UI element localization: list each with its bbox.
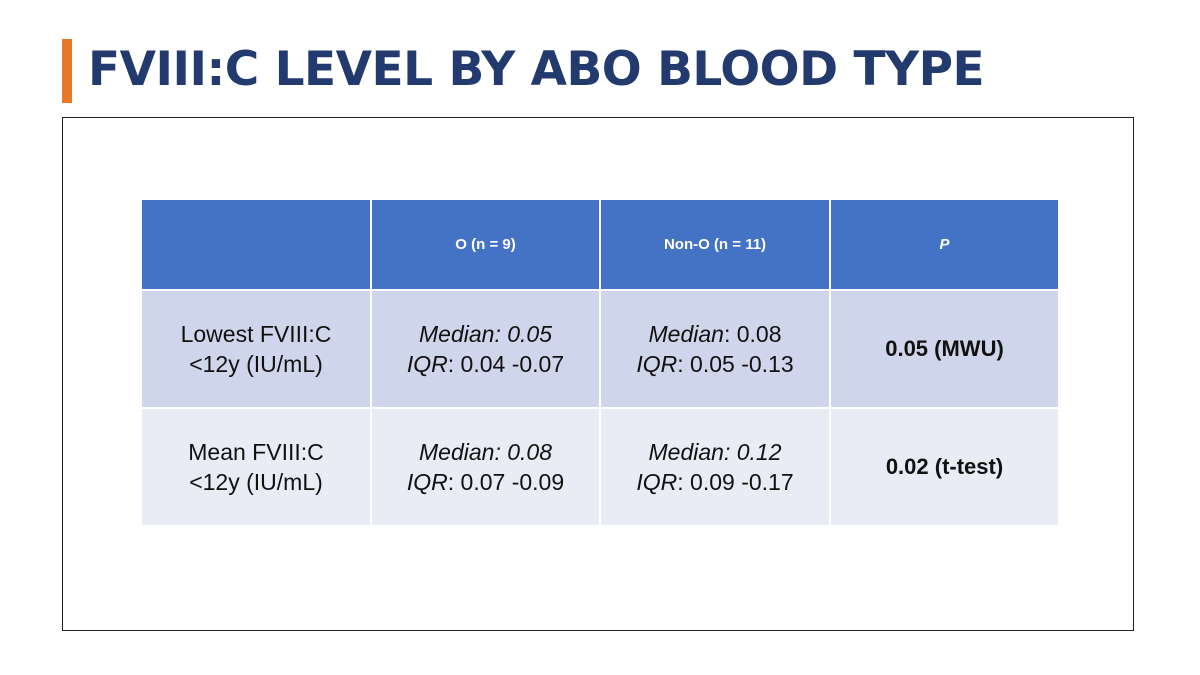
iqr-line: IQR: 0.05 -0.13 xyxy=(607,349,823,379)
median-line: Median: 0.08 xyxy=(607,319,823,349)
iqr-label: IQR xyxy=(636,351,678,377)
p-value-cell: 0.02 (t-test) xyxy=(829,407,1060,527)
iqr-line: IQR: 0.09 -0.17 xyxy=(607,467,823,497)
non-o-group-cell: Median: 0.12 IQR: 0.09 -0.17 xyxy=(599,407,831,527)
table-header-row: O (n = 9) Non-O (n = 11) P xyxy=(140,198,1060,291)
o-group-cell: Median: 0.08 IQR: 0.07 -0.09 xyxy=(370,407,601,527)
row-label: Lowest FVIII:C <12y (IU/mL) xyxy=(140,289,372,409)
iqr-line: IQR: 0.07 -0.09 xyxy=(378,467,593,497)
row-label-line1: Mean FVIII:C xyxy=(188,439,324,465)
p-value-cell: 0.05 (MWU) xyxy=(829,289,1060,409)
iqr-label: IQR xyxy=(406,351,448,377)
content-frame xyxy=(62,117,1134,631)
iqr-value: : 0.04 -0.07 xyxy=(447,351,565,377)
median-line: Median: 0.05 xyxy=(378,319,593,349)
row-label-line2: <12y (IU/mL) xyxy=(189,469,323,495)
median-value: : 0.05 xyxy=(494,321,552,347)
row-label: Mean FVIII:C <12y (IU/mL) xyxy=(140,407,372,527)
iqr-value: : 0.05 -0.13 xyxy=(677,351,794,377)
median-label: Median xyxy=(648,321,724,347)
median-value: : 0.08 xyxy=(723,321,782,347)
iqr-label: IQR xyxy=(406,469,448,495)
table-row: Mean FVIII:C <12y (IU/mL) Median: 0.08 I… xyxy=(140,407,1060,527)
median-label: Median xyxy=(419,439,495,465)
median-value: : 0.08 xyxy=(494,439,552,465)
non-o-group-cell: Median: 0.08 IQR: 0.05 -0.13 xyxy=(599,289,831,409)
median-line: Median: 0.12 xyxy=(607,437,823,467)
median-line: Median: 0.08 xyxy=(378,437,593,467)
header-o-group: O (n = 9) xyxy=(370,198,601,291)
iqr-value: : 0.07 -0.09 xyxy=(447,469,565,495)
header-empty xyxy=(140,198,372,291)
slide-title: FVIII:C LEVEL BY ABO BLOOD TYPE xyxy=(88,42,985,97)
results-table: O (n = 9) Non-O (n = 11) P Lowest FVIII:… xyxy=(140,198,1060,527)
row-label-line1: Lowest FVIII:C xyxy=(180,321,332,347)
median-value: : 0.12 xyxy=(723,439,782,465)
iqr-value: : 0.09 -0.17 xyxy=(677,469,794,495)
row-label-line2: <12y (IU/mL) xyxy=(189,351,323,377)
header-non-o-group: Non-O (n = 11) xyxy=(599,198,831,291)
table-row: Lowest FVIII:C <12y (IU/mL) Median: 0.05… xyxy=(140,289,1060,409)
iqr-line: IQR: 0.04 -0.07 xyxy=(378,349,593,379)
title-accent-bar xyxy=(62,39,72,103)
iqr-label: IQR xyxy=(636,469,678,495)
header-p-value: P xyxy=(829,198,1060,291)
o-group-cell: Median: 0.05 IQR: 0.04 -0.07 xyxy=(370,289,601,409)
median-label: Median xyxy=(648,439,724,465)
median-label: Median xyxy=(419,321,495,347)
